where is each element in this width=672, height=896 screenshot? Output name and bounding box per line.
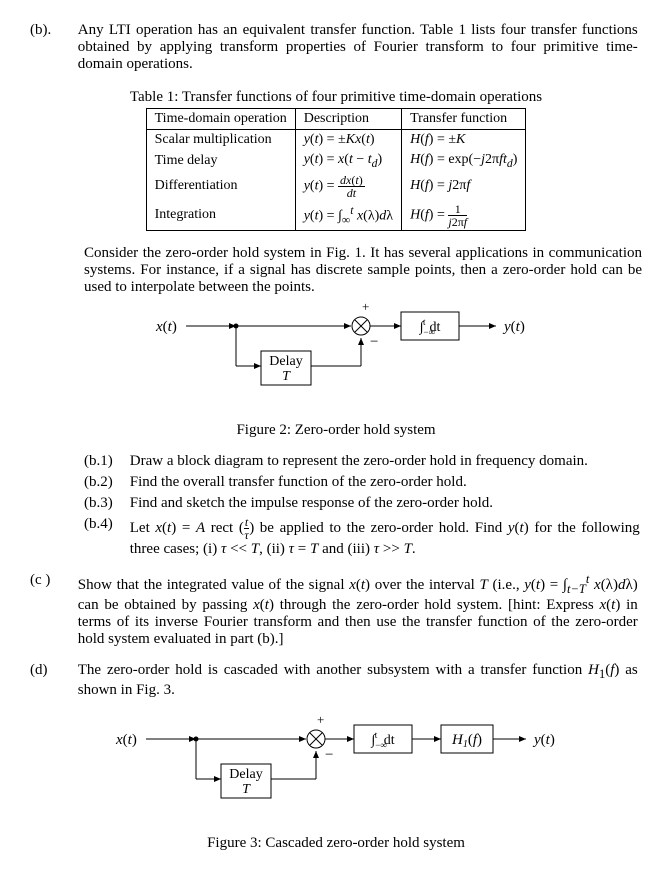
fig2-plus: + bbox=[362, 299, 369, 314]
item-b3: (b.3) Find and sketch the impulse respon… bbox=[84, 495, 642, 512]
item-d: (d) The zero-order hold is cascaded with… bbox=[30, 662, 642, 699]
d-text: The zero-order hold is cascaded with ano… bbox=[78, 662, 638, 699]
item-b: (b). Any LTI operation has an equivalent… bbox=[30, 22, 642, 73]
fig3-delay-l2: T bbox=[242, 782, 251, 797]
b-para2: Consider the zero-order hold system in F… bbox=[84, 245, 642, 296]
b2-text: Find the overall transfer function of th… bbox=[130, 474, 640, 491]
figure-2-diagram: x(t) Delay T + − ∫−∞tdt y(t) bbox=[126, 296, 546, 416]
fig2-y-label: y(t) bbox=[502, 319, 525, 335]
c-text: Show that the integrated value of the si… bbox=[78, 572, 638, 648]
fig2-delay-l2: T bbox=[282, 369, 291, 384]
fig3-x-label: x(t) bbox=[115, 732, 137, 748]
item-b4: (b.4) Let x(t) = A rect (tτ) be applied … bbox=[84, 516, 642, 558]
figure-2-caption: Figure 2: Zero-order hold system bbox=[30, 422, 642, 439]
b3-text: Find and sketch the impulse response of … bbox=[130, 495, 640, 512]
item-b1: (b.1) Draw a block diagram to represent … bbox=[84, 453, 642, 470]
b4-label: (b.4) bbox=[84, 516, 126, 533]
fig3-integ: ∫−∞t dt bbox=[370, 730, 394, 750]
fig2-minus: − bbox=[370, 334, 378, 350]
item-b-label: (b). bbox=[30, 22, 74, 39]
fig3-plus: + bbox=[317, 712, 324, 727]
b3-label: (b.3) bbox=[84, 495, 126, 512]
d-label: (d) bbox=[30, 662, 74, 679]
b1-text: Draw a block diagram to represent the ze… bbox=[130, 453, 640, 470]
table1-caption: Table 1: Transfer functions of four prim… bbox=[30, 89, 642, 106]
fig2-delay-l1: Delay bbox=[269, 354, 302, 369]
b4-text: Let x(t) = A rect (tτ) be applied to the… bbox=[130, 516, 640, 558]
fig3-delay-l1: Delay bbox=[229, 767, 262, 782]
item-b-text: Any LTI operation has an equivalent tran… bbox=[78, 22, 638, 73]
fig2-integ: ∫−∞tdt bbox=[419, 317, 441, 337]
table1: Time-domain operationDescriptionTransfer… bbox=[146, 108, 527, 231]
b2-label: (b.2) bbox=[84, 474, 126, 491]
item-c: (c ) Show that the integrated value of t… bbox=[30, 572, 642, 648]
c-label: (c ) bbox=[30, 572, 74, 589]
fig3-y-label: y(t) bbox=[532, 732, 555, 748]
fig2-x-label: x(t) bbox=[155, 319, 177, 335]
figure-3-caption: Figure 3: Cascaded zero-order hold syste… bbox=[30, 835, 642, 852]
fig3-minus: − bbox=[325, 747, 333, 763]
figure-3-diagram: x(t) Delay T + − ∫−∞t dt H1(f) y(t) bbox=[96, 709, 576, 829]
b1-label: (b.1) bbox=[84, 453, 126, 470]
item-b2: (b.2) Find the overall transfer function… bbox=[84, 474, 642, 491]
